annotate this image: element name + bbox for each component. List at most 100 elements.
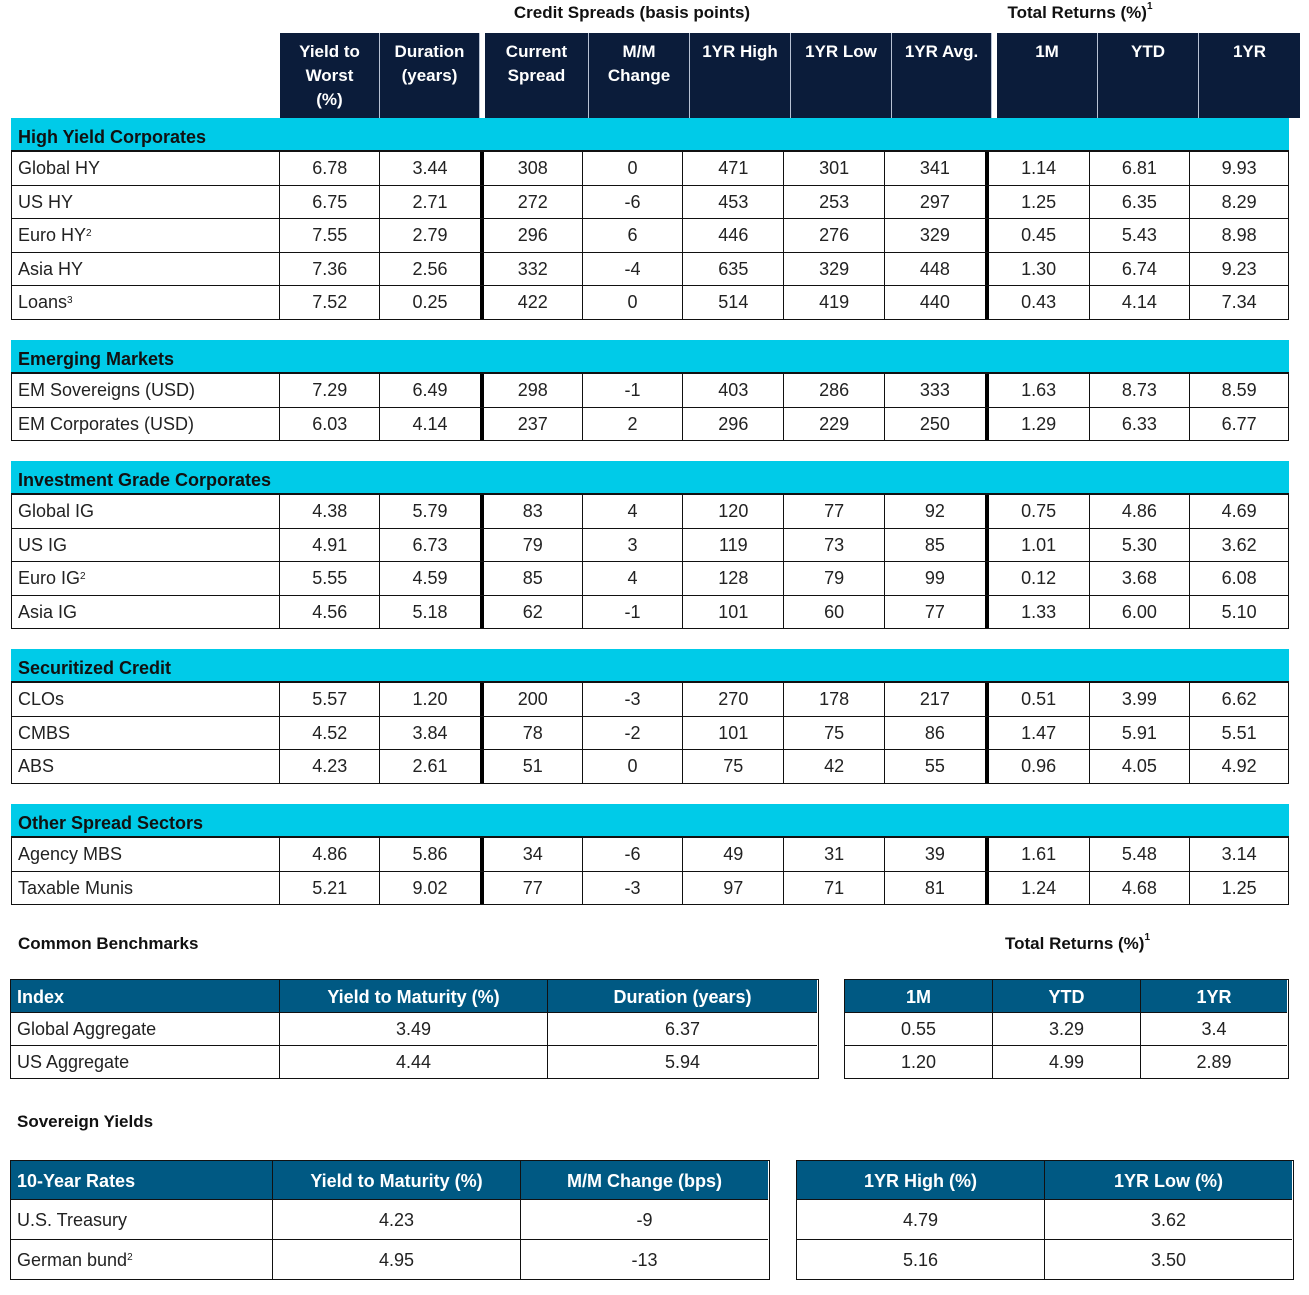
column-header-row: Yield to Worst (%) Duration (years) Current Sp… [280,33,1300,118]
row-label: CLOs [12,683,281,716]
table-cell: 4 [583,562,684,595]
row-label: EM Sovereigns (USD) [12,374,281,407]
column-header: 1YR High [690,33,791,118]
table-cell: 4.44 [280,1045,548,1078]
column-header-label: Change [607,66,671,85]
table-cell: 6.08 [1221,568,1257,589]
table-cell: 440 [885,286,989,319]
table-row: Agency MBS 4.86 5.86 34 -6 49 31 39 1.61 5.48 3.14 [11,838,1289,872]
table-cell: 272 [484,185,583,219]
table-cell: 7.36 [280,252,381,286]
row-label: Euro IG2 [12,562,281,595]
table-row: US HY 6.75 2.71 272 -6 453 253 297 1.25 6.35 8.29 [11,185,1289,220]
table-cell: 1.24 [989,871,1090,905]
table-cell: 0.55 [845,1012,993,1045]
row-label: Taxable Munis [12,871,281,905]
table-cell: 4.68 [1090,871,1191,905]
table-cell: 448 [885,252,989,286]
table-cell: 3.44 [380,152,484,185]
table-section: Securitized Credit CLOs 5.57 1.20 200 -3 270 17… [11,649,1289,784]
table-cell: 6.03 [280,407,381,441]
table-header-row: 1M YTD 1YR [845,980,1288,1012]
table-cell: 9.93 [1221,158,1257,178]
table-cell: 77 [784,495,885,528]
column-header-label: Current [505,42,568,61]
table-cell: 0.75 [989,495,1090,528]
table-cell: 75 [683,750,785,783]
table-row: EM Sovereigns (USD) 7.29 6.49 298 -1 403 286 33… [11,374,1289,408]
table-section: High Yield Corporates Global HY 6.78 3.44 30… [11,118,1289,320]
table-cell: 7.34 [1221,292,1257,313]
column-header-label: Duration [394,42,465,61]
column-header-label: YTD [1131,42,1165,61]
table-cell: 6.75 [280,185,381,219]
table-cell: 3.84 [380,716,484,750]
table-cell: 329 [885,219,989,252]
table-cell: 3.49 [280,1012,548,1045]
column-header: YTD [1098,33,1199,118]
table-cell: 308 [484,152,583,185]
table-cell: 0.45 [989,219,1090,252]
table-cell: 4.95 [273,1239,521,1279]
table-row: Asia IG 4.56 5.18 62 -1 101 60 77 1.33 6.00 5.10 [11,595,1289,630]
table-cell: 92 [885,495,989,528]
table-row: 5.16 3.50 [797,1239,1293,1279]
table-row: Asia HY 7.36 2.56 332 -4 635 329 448 1.30 6.74 9.2… [11,252,1289,287]
table-cell: 5.30 [1090,528,1191,562]
table-cell: 62 [484,595,583,629]
table-cell: 4.91 [280,528,381,562]
column-header: M/M Change (bps) [521,1161,768,1199]
column-header: Yield to Maturity (%) [280,980,548,1012]
column-header: 1YR Avg. [892,33,992,118]
header-group-divider [480,33,485,118]
table-row: CMBS 4.52 3.84 78 -2 101 75 86 1.47 5.91 5.51 [11,716,1289,751]
table-cell: 86 [885,716,989,750]
table-cell: 250 [885,407,989,441]
table-cell: 0 [583,286,684,319]
table-cell: 200 [484,683,583,716]
row-label: ABS [12,750,281,783]
table-cell: 276 [784,219,885,252]
table-cell: 2.71 [380,185,484,219]
row-label: Global HY [12,152,281,185]
table-cell: 0.25 [380,286,484,319]
table-header-row: 1YR High (%) 1YR Low (%) [797,1161,1293,1199]
table-cell: 4 [583,495,684,528]
table-cell: 1.25 [989,185,1090,219]
table-cell: 329 [784,252,885,286]
table-cell: 9.23 [1221,258,1257,279]
table-cell: 6.49 [380,374,484,407]
column-header-label: 1YR Low [805,42,877,61]
column-header-label: 1YR [1232,42,1267,61]
column-header-label: 1YR High [702,42,778,61]
table-cell: 6.00 [1090,595,1191,629]
row-label-text: Asia HY [18,258,84,279]
row-label-text: EM Corporates (USD) [18,413,195,434]
table-cell: 5.91 [1090,716,1191,750]
table-cell: 5.57 [280,683,381,716]
table-cell: 3.50 [1045,1239,1292,1279]
table-cell: 5.51 [1221,722,1257,743]
column-header-label: Spread [507,66,566,85]
benchmarks-returns-table: 1M YTD 1YR 0.55 3.29 3.4 1.20 4.99 2.89 [844,979,1289,1079]
table-cell: 31 [784,838,885,871]
table-cell: 270 [683,683,785,716]
table-cell: 419 [784,286,885,319]
table-cell: 71 [784,871,885,905]
table-cell: 298 [484,374,583,407]
total-returns-label: Total Returns (%) [1007,3,1147,22]
table-cell: 3.99 [1090,683,1191,716]
footnote-marker: 3 [67,295,73,307]
row-label: Agency MBS [12,838,281,871]
column-header-label: (years) [401,66,458,85]
column-header: 1YR [1141,980,1287,1012]
table-cell: 5.94 [548,1045,817,1078]
table-row: Euro IG2 5.55 4.59 85 4 128 79 99 0.12 3.68 6.08 [11,562,1289,596]
table-cell: 0.12 [989,562,1090,595]
table-cell: 0 [583,152,684,185]
table-cell: 4.92 [1221,756,1257,777]
table-row: Euro HY2 7.55 2.79 296 6 446 276 329 0.45 5.43 8.9… [11,219,1289,253]
table-row: Global Aggregate 3.49 6.37 [11,1012,818,1045]
table-cell: 4.86 [1090,495,1191,528]
table-cell: -9 [521,1199,768,1239]
